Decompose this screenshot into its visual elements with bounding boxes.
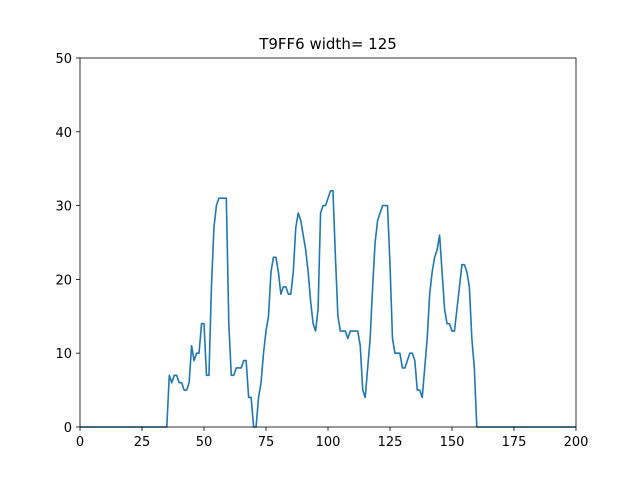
- x-tick-label: 25: [134, 435, 151, 450]
- x-tick-label: 75: [258, 435, 275, 450]
- plot-area: [80, 190, 576, 428]
- y-tick-label: 20: [55, 273, 72, 288]
- plot-frame: [79, 57, 577, 428]
- x-tick-label: 175: [502, 435, 527, 450]
- series-line-0: [80, 190, 576, 428]
- x-tick-label: 150: [440, 435, 465, 450]
- y-tick-label: 50: [55, 52, 72, 67]
- x-axis: 0 25 50 75 100 125 150 175 200: [76, 427, 589, 450]
- x-tick-label: 200: [564, 435, 589, 450]
- y-tick-label: 40: [55, 126, 72, 141]
- x-tick-label: 125: [378, 435, 403, 450]
- y-tick-label: 30: [55, 200, 72, 215]
- x-tick-label: 100: [316, 435, 341, 450]
- x-tick-label: 0: [76, 435, 84, 450]
- y-axis: 0 10 20 30 40 50: [55, 52, 80, 436]
- x-tick-label: 50: [196, 435, 213, 450]
- y-tick-label: 0: [64, 421, 72, 436]
- y-tick-label: 10: [55, 347, 72, 362]
- chart-title: T9FF6 width= 125: [258, 35, 397, 53]
